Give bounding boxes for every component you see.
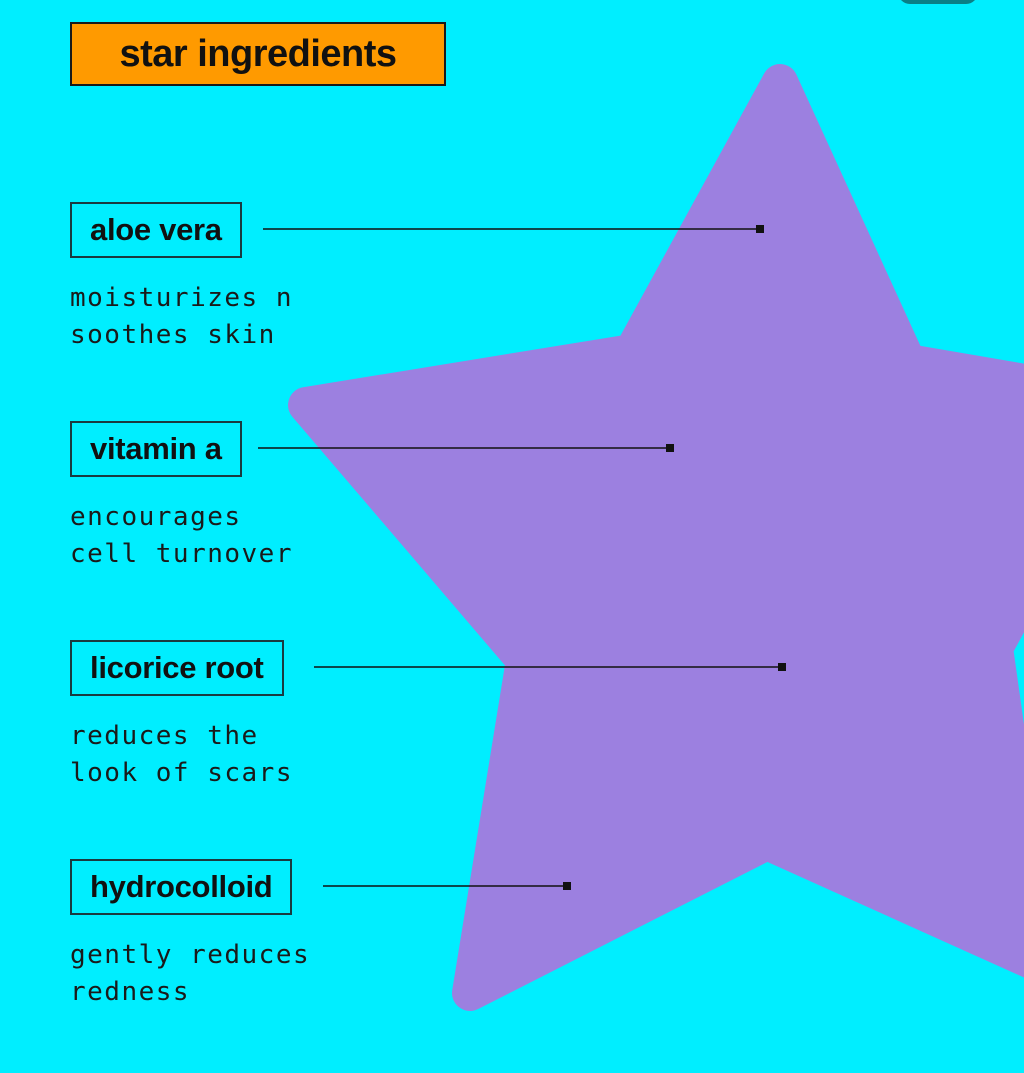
ingredient-name: aloe vera — [70, 202, 242, 258]
ingredient-description: gently reduces redness — [70, 940, 311, 1007]
page-title: star ingredients — [70, 22, 446, 86]
ingredient-name: vitamin a — [70, 421, 242, 477]
ingredient-description: moisturizes n soothes skin — [70, 283, 293, 350]
ingredient-name: licorice root — [70, 640, 284, 696]
top-corner-tab — [898, 0, 978, 4]
ingredient-description: encourages cell turnover — [70, 502, 293, 569]
marker-dot — [756, 225, 764, 233]
marker-dot — [563, 882, 571, 890]
star-shape — [288, 64, 1024, 1011]
ingredient-description: reduces the look of scars — [70, 721, 293, 788]
ingredient-name: hydrocolloid — [70, 859, 293, 915]
ingredient-vitamin-a: vitamin a encourages cell turnover — [70, 421, 293, 573]
ingredient-hydrocolloid: hydrocolloid gently reduces redness — [70, 859, 310, 1011]
marker-dot — [666, 444, 674, 452]
ingredient-aloe-vera: aloe vera moisturizes n soothes skin — [70, 202, 293, 354]
ingredient-licorice-root: licorice root reduces the look of scars — [70, 640, 293, 792]
marker-dot — [778, 663, 786, 671]
